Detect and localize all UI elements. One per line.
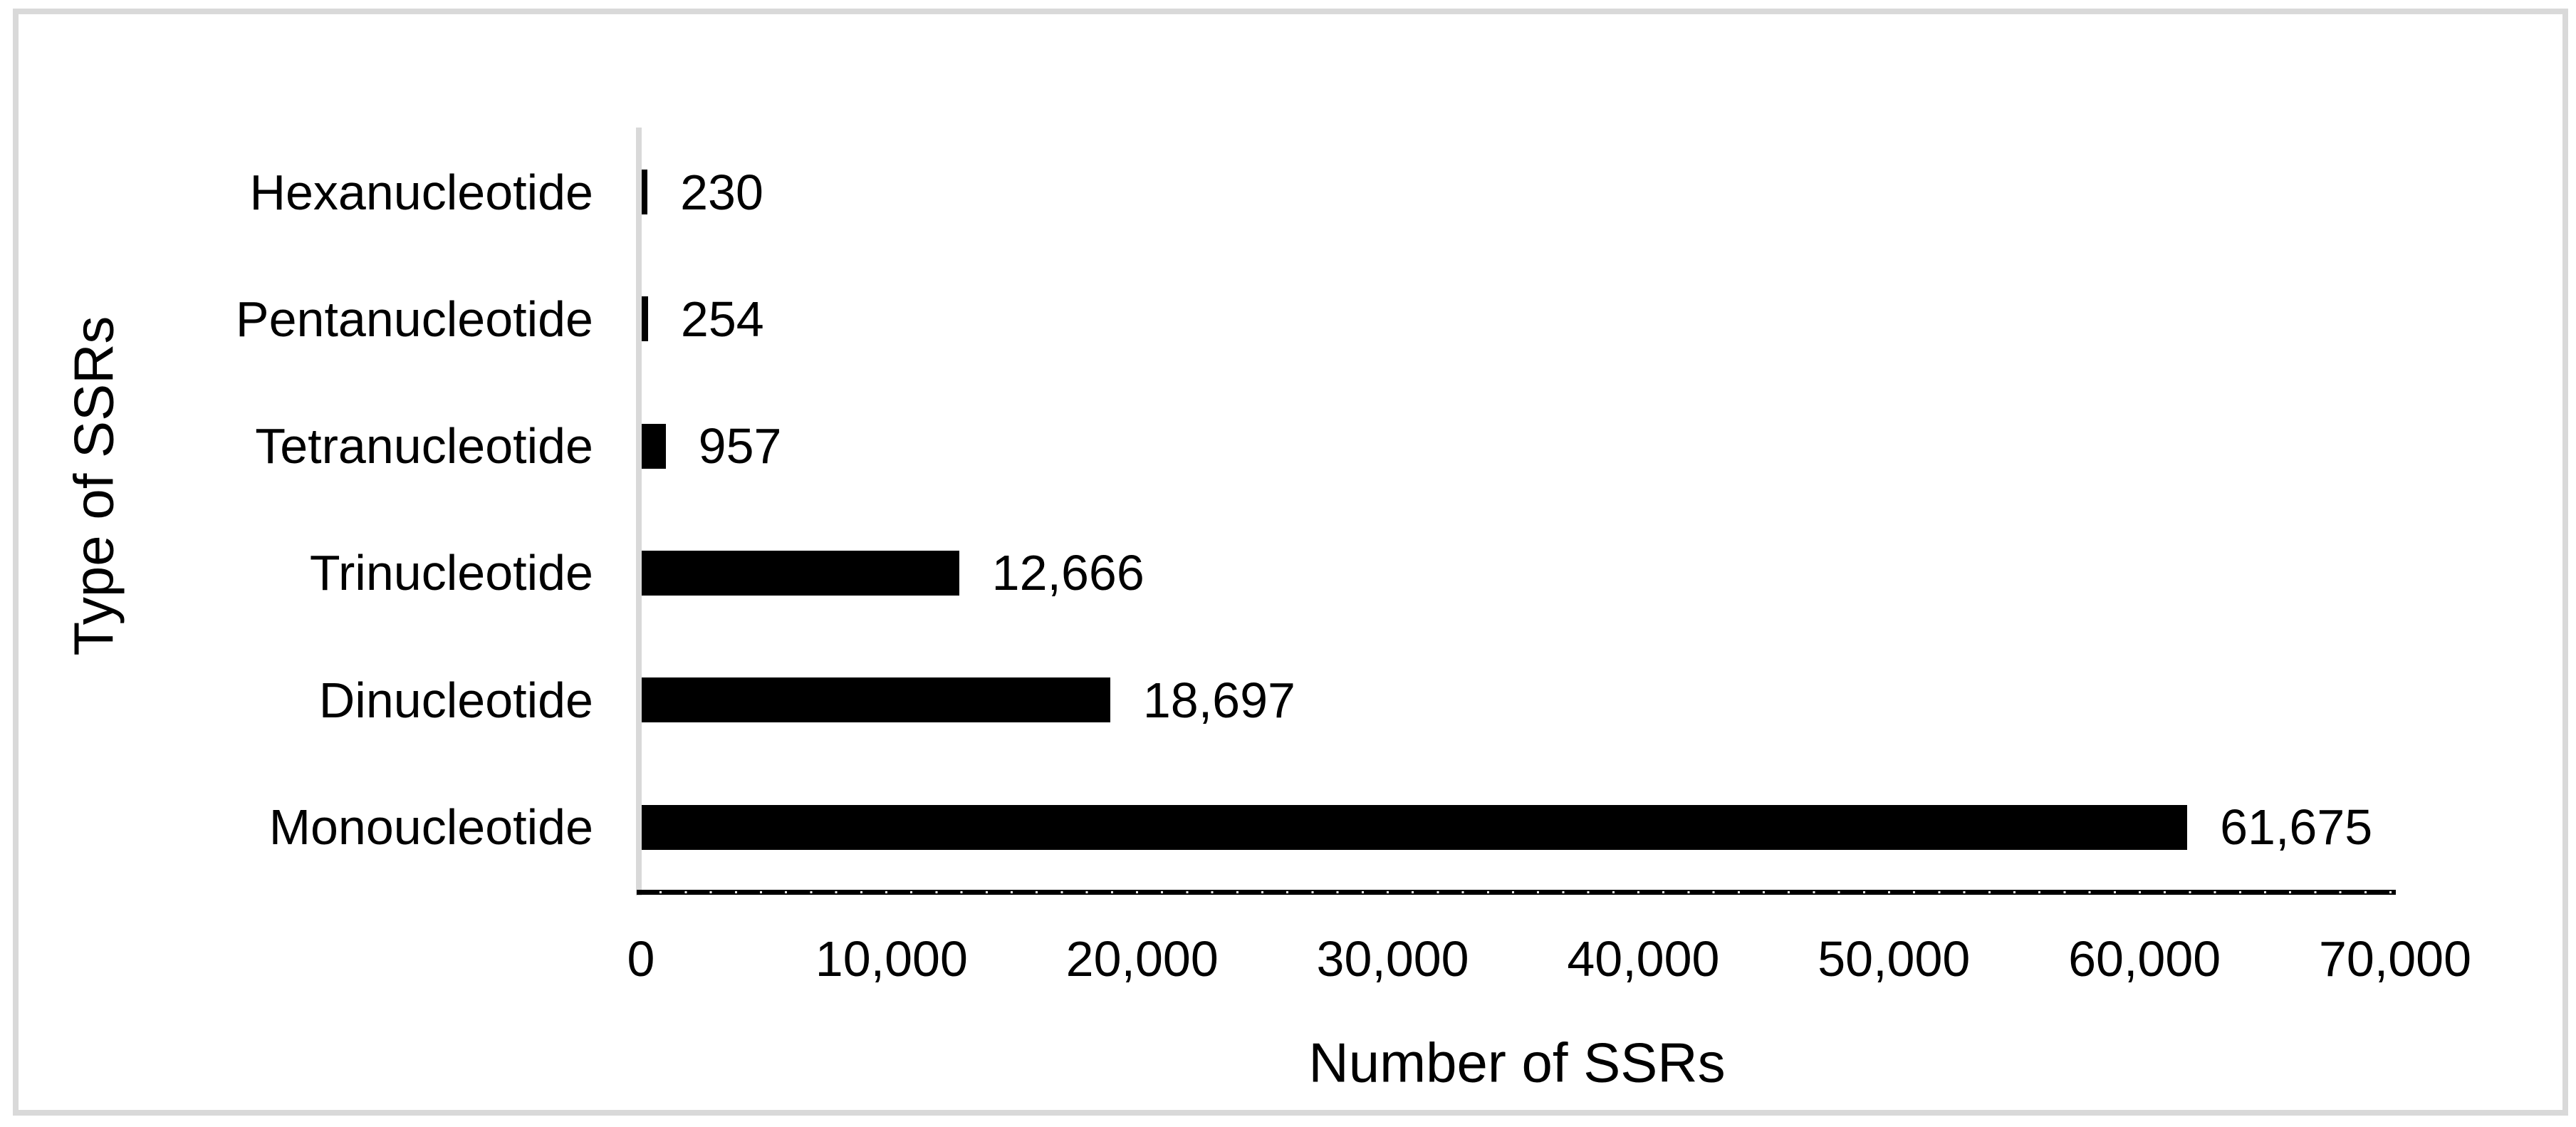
value-label-monoucleotide: 61,675 — [2220, 799, 2373, 855]
category-label-dinucleotide: Dinucleotide — [318, 672, 593, 728]
y-axis-line — [636, 128, 642, 895]
x-tick-label-20000: 20,000 — [1065, 931, 1219, 987]
category-label-pentanucleotide: Pentanucleotide — [235, 291, 593, 347]
x-tick-label-30000: 30,000 — [1316, 931, 1469, 987]
x-tick-label-50000: 50,000 — [1818, 931, 1971, 987]
value-label-dinucleotide: 18,697 — [1142, 672, 1295, 728]
category-label-monoucleotide: Monoucleotide — [268, 799, 593, 855]
value-label-hexanucleotide: 230 — [680, 164, 763, 220]
category-label-trinucleotide: Trinucleotide — [309, 545, 593, 601]
x-tick-label-60000: 60,000 — [2068, 931, 2221, 987]
x-tick-label-40000: 40,000 — [1567, 931, 1720, 987]
value-label-tetranucleotide: 957 — [698, 418, 782, 474]
y-axis-title: Type of SSRs — [62, 316, 125, 656]
category-label-hexanucleotide: Hexanucleotide — [249, 164, 593, 220]
x-axis-line — [637, 890, 2396, 895]
bar-dinucleotide — [642, 677, 1110, 723]
value-label-pentanucleotide: 254 — [680, 291, 764, 347]
value-label-trinucleotide: 12,666 — [991, 545, 1144, 601]
bar-monoucleotide — [642, 804, 2188, 850]
chart-border-frame — [13, 9, 2568, 1116]
bar-trinucleotide — [642, 550, 959, 596]
x-tick-label-70000: 70,000 — [2318, 931, 2472, 987]
bar-pentanucleotide — [642, 296, 648, 342]
x-axis-tick-notches — [637, 891, 2396, 893]
x-tick-label-0: 0 — [627, 931, 655, 987]
bar-hexanucleotide — [642, 170, 648, 214]
x-axis-title: Number of SSRs — [1308, 1031, 1726, 1094]
x-tick-label-10000: 10,000 — [815, 931, 968, 987]
category-label-tetranucleotide: Tetranucleotide — [255, 418, 593, 474]
bar-tetranucleotide — [642, 423, 666, 469]
